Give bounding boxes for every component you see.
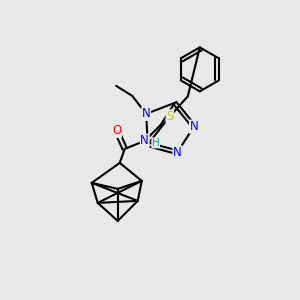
Text: N: N <box>190 120 198 133</box>
Text: N: N <box>142 107 151 120</box>
Text: O: O <box>112 124 122 137</box>
Text: N: N <box>140 134 149 147</box>
Text: H: H <box>152 138 160 148</box>
Text: N: N <box>173 146 182 159</box>
Text: S: S <box>166 110 173 123</box>
